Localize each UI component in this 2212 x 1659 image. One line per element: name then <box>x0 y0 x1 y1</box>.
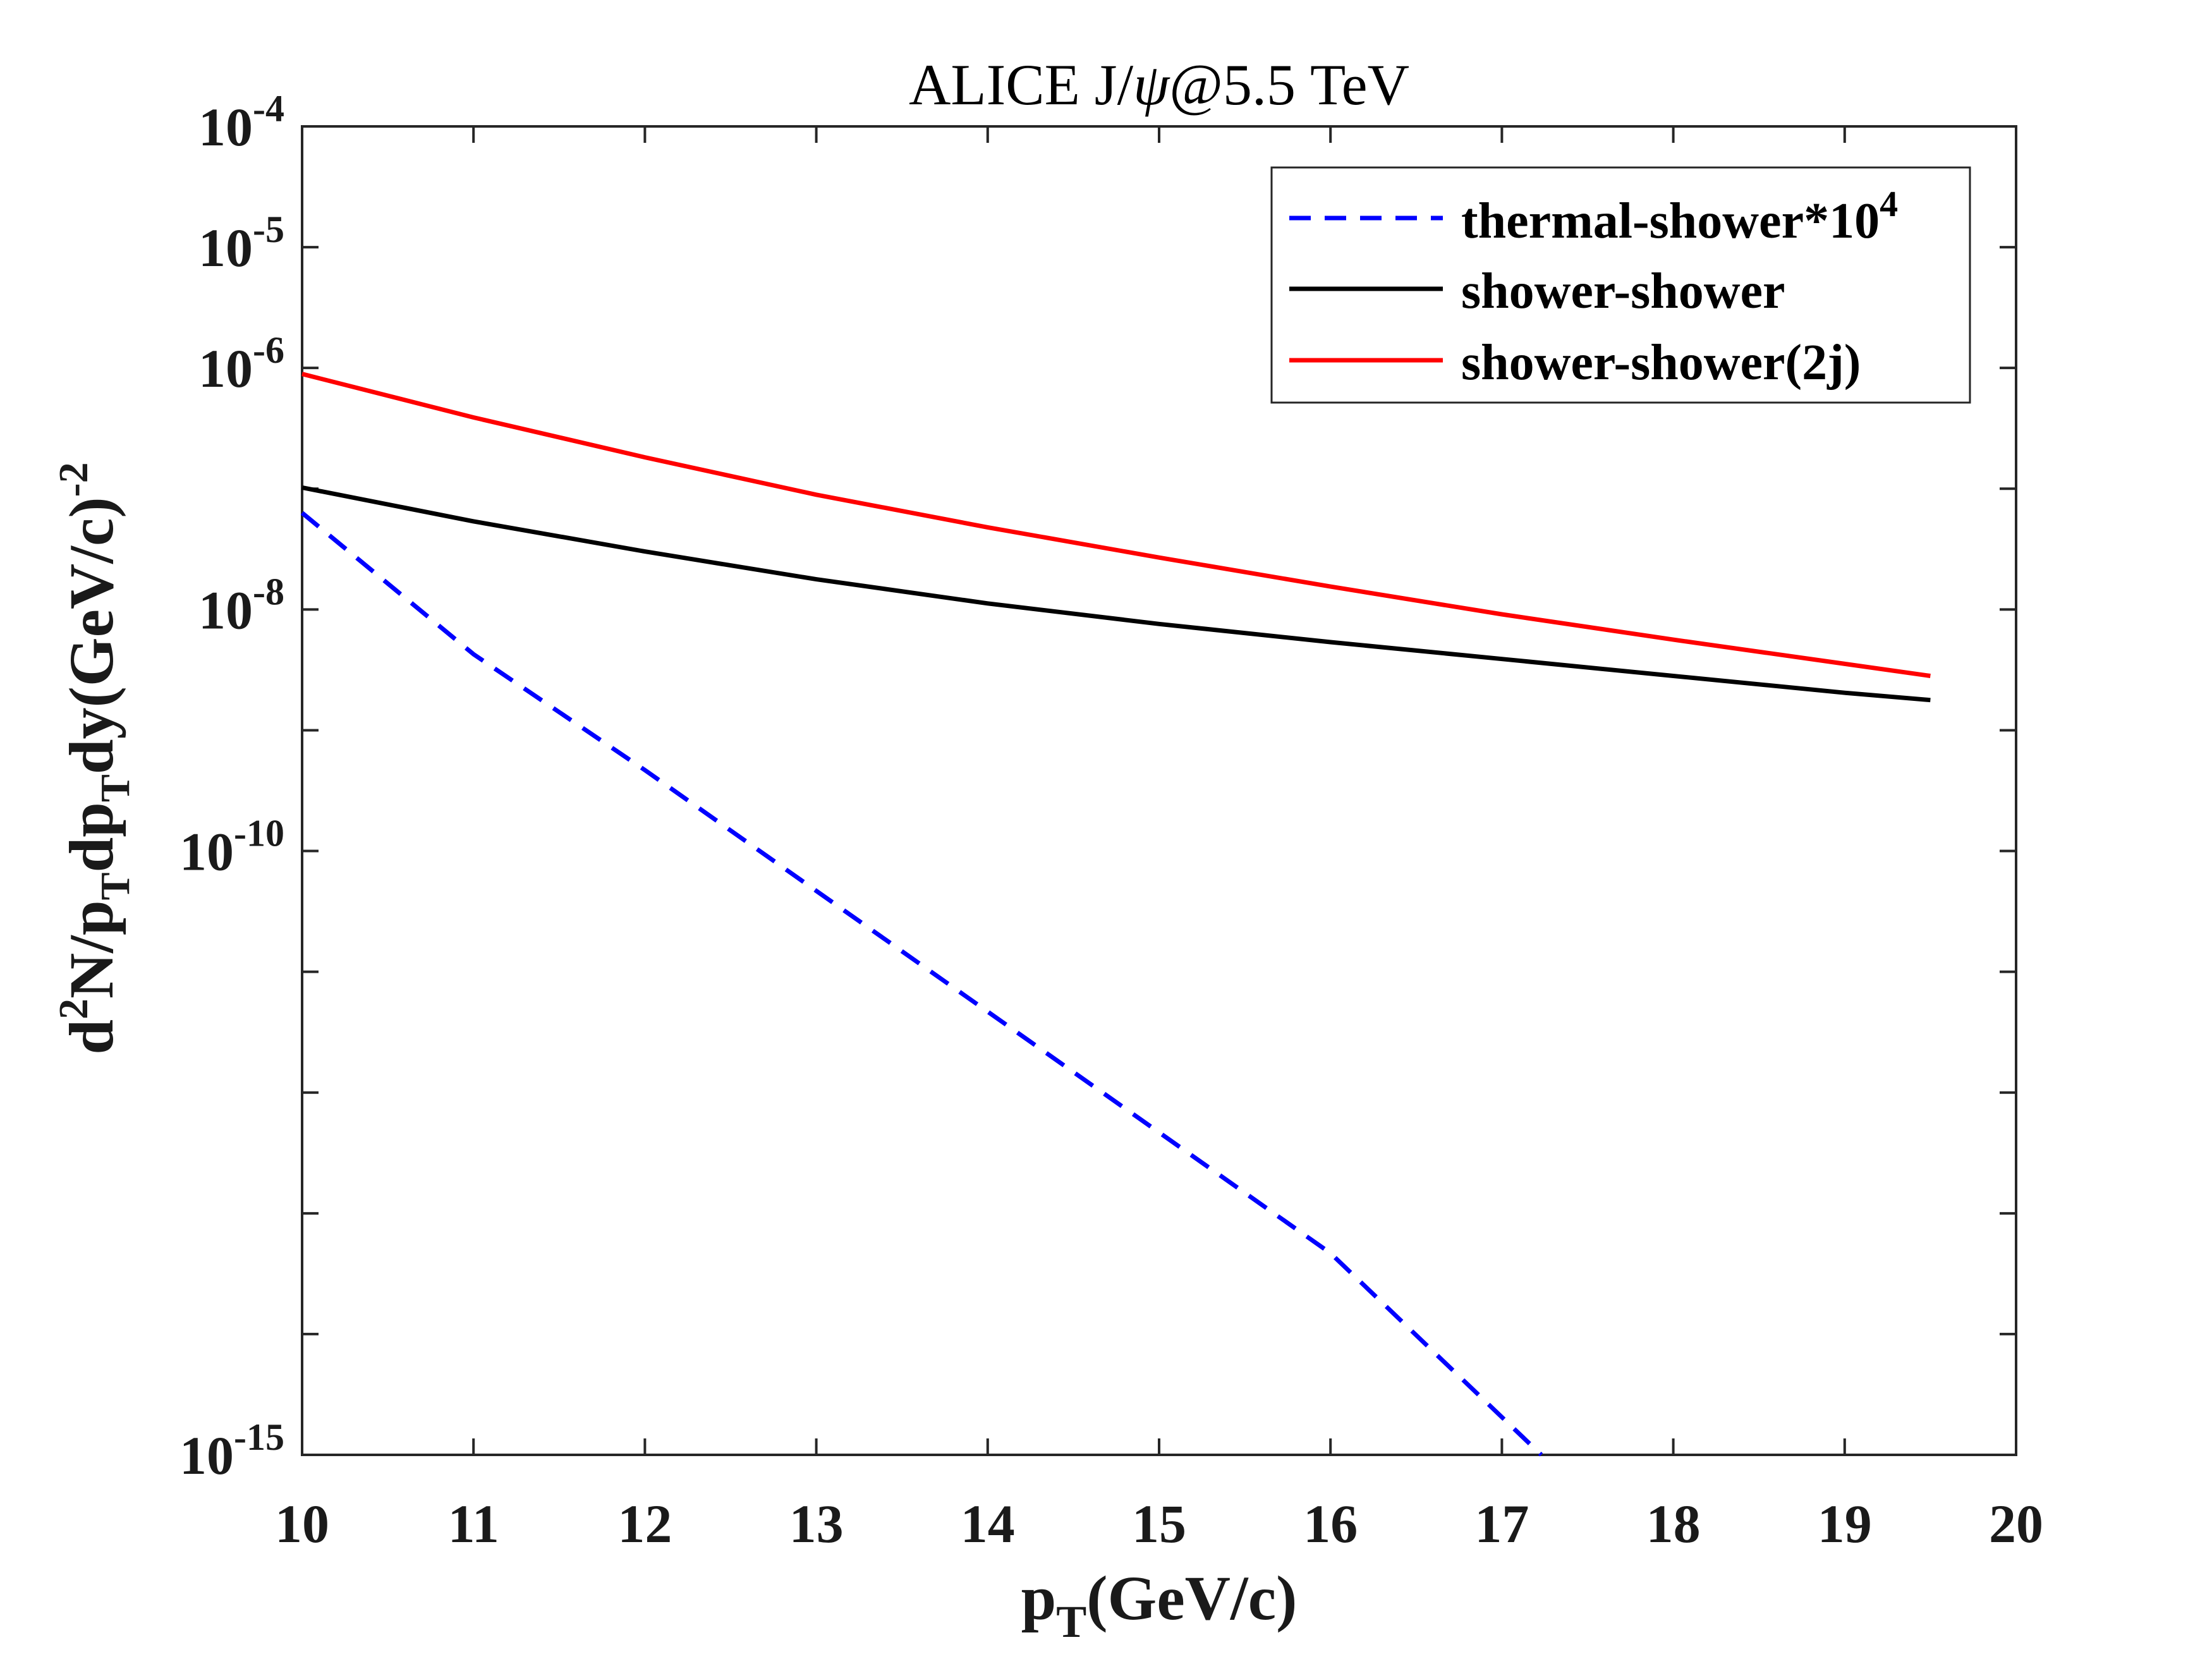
x-tick-label: 18 <box>1646 1493 1701 1554</box>
y-tick-label: 10-10 <box>179 813 284 882</box>
y-axis-label: d2N/pTdpTdy(GeV/c)-2 <box>51 462 138 1054</box>
y-tick-label-exp: -4 <box>253 88 284 130</box>
chart-title: ALICE J/ψ@5.5 TeV <box>909 52 1409 117</box>
y-axis-label-subT2: T <box>92 774 138 802</box>
y-axis-label-b: dp <box>56 802 126 872</box>
y-tick-label-exp: -10 <box>234 813 284 854</box>
legend-label-thermal-shower-text: thermal-shower*10 <box>1461 193 1880 249</box>
x-tick-label: 14 <box>961 1493 1015 1554</box>
x-tick-label: 19 <box>1818 1493 1872 1554</box>
x-tick-label: 15 <box>1132 1493 1186 1554</box>
y-tick-label: 10-6 <box>198 329 284 399</box>
y-tick-label-exp: -15 <box>234 1416 284 1458</box>
legend-label-shower-shower-2j: shower-shower(2j) <box>1461 335 1861 391</box>
x-axis-ticks <box>301 126 2017 1455</box>
legend-label-shower-shower: shower-shower <box>1461 264 1785 319</box>
y-tick-label-base: 10 <box>198 217 253 278</box>
y-tick-label-exp: -8 <box>253 571 284 612</box>
x-axis-label: pT(GeV/c) <box>1021 1563 1297 1647</box>
series-line-shower-shower-2j <box>301 372 1931 678</box>
x-tick-label: 13 <box>789 1493 844 1554</box>
y-axis-ticks <box>302 125 2016 1456</box>
y-tick-label-base: 10 <box>179 1425 234 1486</box>
x-tick-label: 17 <box>1474 1493 1529 1554</box>
x-tick-label: 20 <box>1989 1493 2043 1554</box>
y-axis-label-supm2: -2 <box>51 462 97 497</box>
x-tick-label: 11 <box>448 1493 499 1554</box>
y-axis-label-sup2: 2 <box>51 999 97 1019</box>
y-tick-label-base: 10 <box>198 97 253 157</box>
series-line-shower-shower <box>301 485 1931 703</box>
series-lines <box>300 372 1931 1457</box>
y-axis-label-c: dy(GeV/c) <box>56 497 126 774</box>
x-tick-label: 10 <box>275 1493 329 1554</box>
series-line-thermal-shower-10-4 <box>300 511 1543 1457</box>
y-axis-label-subT1: T <box>92 872 138 900</box>
y-tick-label-exp: -5 <box>253 209 284 250</box>
y-tick-label: 10-4 <box>198 88 284 157</box>
x-axis-label-rest: (GeV/c) <box>1086 1563 1297 1633</box>
x-axis-tick-labels: 10 11 12 13 14 15 16 17 18 19 20 <box>275 1493 2043 1554</box>
legend-label-thermal-shower: thermal-shower*104 <box>1461 183 1898 249</box>
x-tick-label: 16 <box>1303 1493 1358 1554</box>
legend-box <box>1270 166 1971 404</box>
title-post: @5.5 TeV <box>1169 52 1409 117</box>
legend-label-thermal-shower-sup: 4 <box>1880 183 1898 224</box>
x-axis-label-p: p <box>1021 1563 1057 1633</box>
title-pre: ALICE J/ <box>909 52 1134 117</box>
legend: thermal-shower*104 shower-shower shower-… <box>1270 166 1971 404</box>
x-tick-label: 12 <box>617 1493 672 1554</box>
y-tick-label-base: 10 <box>198 338 253 399</box>
y-axis-label-a: N/p <box>56 900 126 999</box>
title-psi: ψ <box>1133 52 1170 117</box>
y-tick-label-base: 10 <box>179 822 234 882</box>
y-tick-label-base: 10 <box>198 580 253 640</box>
y-tick-label: 10-8 <box>198 571 284 640</box>
y-tick-label-exp: -6 <box>253 329 284 371</box>
y-tick-label: 10-5 <box>198 209 284 278</box>
y-axis-label-d: d <box>56 1019 126 1055</box>
y-tick-label: 10-15 <box>179 1416 284 1486</box>
x-axis-label-sub: T <box>1056 1596 1086 1647</box>
